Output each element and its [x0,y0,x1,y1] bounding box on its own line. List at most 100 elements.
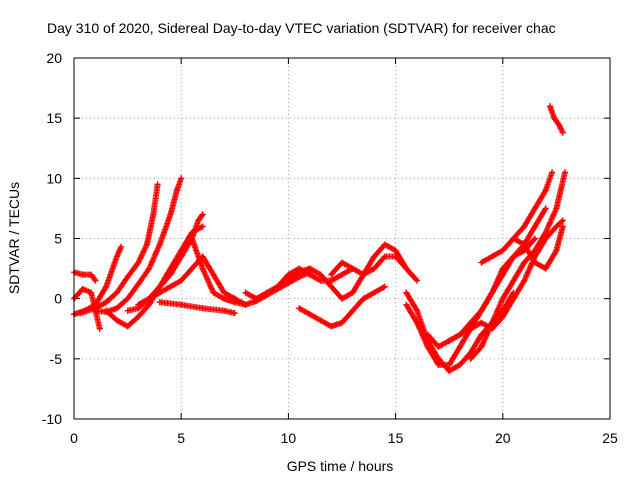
data-point [92,277,99,284]
data-point [167,211,174,218]
data-point [146,301,153,308]
data-point [199,211,206,218]
data-point [360,295,367,302]
data-point [414,307,421,314]
data-point [349,265,356,272]
y-axis-label: SDTVAR / TECUs [6,182,22,294]
data-point [103,307,110,314]
data-point [178,301,185,308]
data-point [349,307,356,314]
data-point [403,265,410,272]
x-tick-label: 10 [281,430,297,446]
data-point [531,259,538,266]
data-point [555,121,562,128]
data-point [489,319,496,326]
data-point [456,361,463,368]
series-arc-5 [92,175,185,315]
data-point [156,299,163,306]
data-point [489,289,496,296]
data-point [446,367,453,374]
data-point [456,331,463,338]
data-point [510,295,517,302]
y-tick-label: 0 [54,291,62,307]
data-point [231,299,238,306]
data-point [124,307,131,314]
x-tick-label: 20 [495,430,511,446]
data-point [113,253,120,260]
data-point [156,289,163,296]
data-point [113,289,120,296]
data-point [339,319,345,326]
data-point [285,271,292,278]
data-point [135,281,142,288]
data-point [414,319,421,326]
series-arc-21 [510,223,566,272]
data-point [154,181,161,188]
data-point [371,265,378,272]
data-point [103,299,110,306]
data-point [173,187,180,194]
data-point [435,343,442,350]
data-point [178,253,185,260]
data-point [221,289,228,296]
data-point [414,277,421,284]
data-point [371,289,378,296]
data-point [542,229,549,236]
data-point [371,253,378,260]
data-point [510,235,517,242]
y-tick-label: 5 [54,231,62,247]
data-point [381,253,388,260]
data-point [221,307,228,314]
marker-trail [446,217,566,344]
data-point [317,317,324,324]
data-point [499,313,506,320]
data-point [306,265,313,272]
data-point [339,271,345,278]
data-point [559,217,566,224]
data-point [551,115,558,122]
data-point [156,241,163,248]
data-point [521,223,528,230]
data-point [199,265,206,272]
data-point [242,289,249,296]
data-point [559,129,566,136]
data-point [553,205,560,212]
data-point [263,289,270,296]
data-point [521,277,528,284]
data-point [150,211,157,218]
data-point [156,283,163,290]
data-point [296,305,303,312]
data-point [113,317,120,324]
data-point [531,205,538,212]
data-point [328,323,335,330]
data-point [210,271,217,278]
data-point [135,259,142,266]
data-point [96,325,103,332]
data-layer [71,103,568,374]
data-point [135,301,142,308]
data-point [124,274,131,281]
data-point [328,283,335,290]
series-arc-13 [296,283,388,330]
data-point [188,235,195,242]
data-point [124,323,131,330]
data-point [542,265,549,272]
data-point [103,283,110,290]
data-point [349,289,356,296]
data-point [231,310,238,317]
data-point [285,277,292,284]
marker-trail [92,175,185,315]
data-point [167,271,174,278]
data-point [199,305,206,312]
y-tick-label: 20 [46,50,62,66]
series-arc-22 [546,103,566,136]
data-point [124,295,131,302]
series-arc-18 [446,217,566,344]
data-point [113,305,120,312]
data-point [210,289,217,296]
data-point [221,295,228,302]
series-arc-8 [135,253,249,308]
y-tick-label: -10 [42,411,62,427]
data-point [178,277,185,284]
